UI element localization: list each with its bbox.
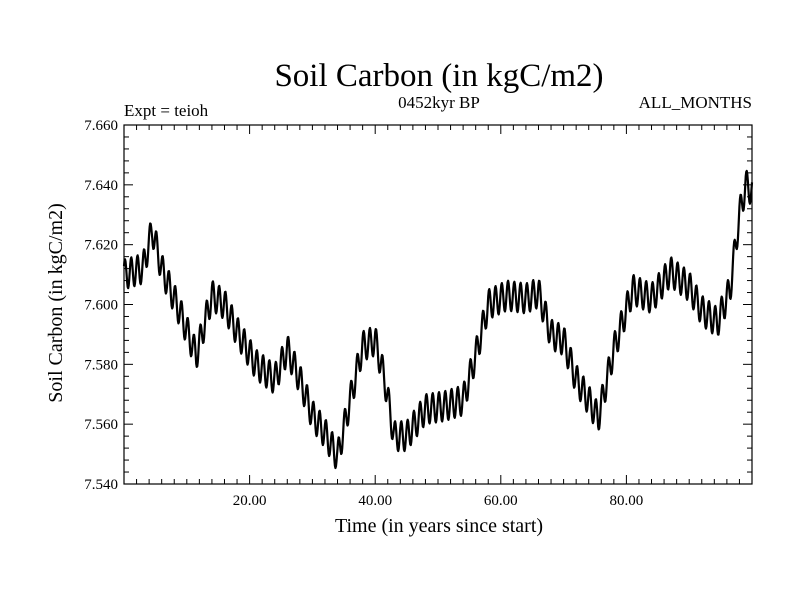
y-tick-label: 7.620: [84, 238, 118, 254]
chart-subtitle: 0452kyr BP: [398, 93, 480, 112]
x-tick-label: 20.00: [233, 493, 267, 509]
months-label: ALL_MONTHS: [639, 93, 752, 112]
y-axis-label: Soil Carbon (in kgC/m2): [45, 203, 67, 402]
y-tick-label: 7.660: [84, 118, 118, 134]
tick-labels: 20.00 40.00 60.00 80.00 7.540 7.560 7.580 7.600…: [84, 118, 643, 509]
y-tick-label: 7.560: [84, 417, 118, 433]
plot-frame: [123, 124, 753, 485]
x-tick-label: 40.00: [358, 493, 392, 509]
y-tick-label: 7.580: [84, 357, 118, 373]
x-tick-label: 80.00: [610, 493, 644, 509]
y-tick-label: 7.540: [84, 477, 118, 493]
x-tick-label: 60.00: [484, 493, 518, 509]
y-tick-label: 7.640: [84, 178, 118, 194]
series-line-soil-carbon: [122, 169, 754, 470]
y-tick-label: 7.600: [84, 298, 118, 314]
x-axis-label: Time (in years since start): [335, 515, 543, 537]
experiment-label: Expt = teioh: [124, 101, 209, 120]
chart-title: Soil Carbon (in kgC/m2): [274, 58, 603, 94]
